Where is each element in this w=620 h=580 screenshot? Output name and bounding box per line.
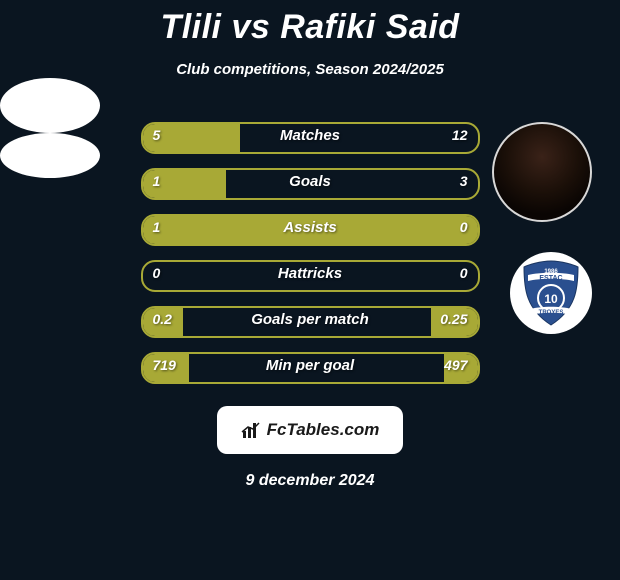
- stat-label: Hattricks: [143, 265, 478, 282]
- stat-row: 1 0Assists: [0, 214, 620, 246]
- stat-bar: 0.2 0.25Goals per match: [141, 306, 480, 338]
- stat-value-right: 12: [452, 127, 468, 143]
- stat-label: Goals: [143, 173, 478, 190]
- stat-value-right: 0: [460, 219, 468, 235]
- comparison-subtitle: Club competitions, Season 2024/2025: [0, 61, 620, 78]
- stat-value-left: 1: [153, 173, 161, 189]
- page-title: Tlili vs Rafiki Said: [0, 0, 620, 47]
- chart-icon: [241, 420, 261, 440]
- source-badge-text: FcTables.com: [267, 420, 380, 440]
- stat-label: Assists: [143, 219, 478, 236]
- stat-bar: 1 0Assists: [141, 214, 480, 246]
- stat-value-right: 0: [460, 265, 468, 281]
- stat-value-left: 1: [153, 219, 161, 235]
- stat-label: Matches: [143, 127, 478, 144]
- stat-bar: 0 0Hattricks: [141, 260, 480, 292]
- stat-value-right: 497: [444, 357, 467, 373]
- stat-value-left: 5: [153, 127, 161, 143]
- stat-value-left: 0: [153, 265, 161, 281]
- stat-value-right: 0.25: [440, 311, 467, 327]
- stat-bar: 1 3Goals: [141, 168, 480, 200]
- stat-value-left: 719: [153, 357, 176, 373]
- stat-value-right: 3: [460, 173, 468, 189]
- source-badge[interactable]: FcTables.com: [217, 406, 403, 454]
- stat-bar: 5 12Matches: [141, 122, 480, 154]
- stat-label: Goals per match: [143, 311, 478, 328]
- stat-row: 0 0Hattricks: [0, 260, 620, 292]
- stat-bar: 719 497Min per goal: [141, 352, 480, 384]
- stat-label: Min per goal: [143, 357, 478, 374]
- stats-area: 512Matches13Goals10Assists00Hattricks0.2…: [0, 108, 620, 398]
- stat-value-left: 0.2: [153, 311, 172, 327]
- stat-row: 719 497Min per goal: [0, 352, 620, 384]
- stat-row: 5 12Matches: [0, 122, 620, 154]
- stat-row: 0.2 0.25Goals per match: [0, 306, 620, 338]
- comparison-date: 9 december 2024: [0, 472, 620, 490]
- stat-row: 1 3Goals: [0, 168, 620, 200]
- comparison-card: Tlili vs Rafiki Said Club competitions, …: [0, 0, 620, 580]
